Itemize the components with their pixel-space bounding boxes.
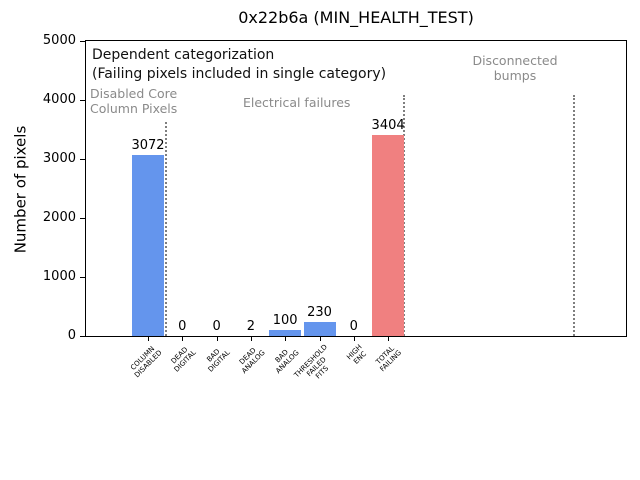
x-tick-mark-2: [216, 337, 218, 341]
separator-dotted-line-3: [573, 95, 575, 336]
annotation-disconnected-bumps: Disconnected bumps: [472, 53, 558, 83]
annotation-disabled-core-column-pixels: Disabled Core Column Pixels: [90, 86, 178, 116]
y-tick-mark-3: [80, 159, 85, 160]
y-axis-label: Number of pixels: [11, 125, 30, 254]
y-tick-label-5: 5000: [42, 33, 76, 48]
x-tick-mark-1: [182, 337, 184, 341]
annotation-failing-pixels-note: (Failing pixels included in single categ…: [92, 66, 387, 82]
x-tick-label-0: COLUMN DISABLED: [128, 344, 164, 380]
x-tick-mark-0: [148, 337, 149, 341]
bar-value-label-6: 0: [349, 319, 358, 334]
x-tick-label-5: THRESHOLD FAILED FITS: [292, 343, 331, 381]
x-tick-label-2: BAD DIGITAL: [205, 347, 232, 374]
annotation-electrical-failures: Electrical failures: [243, 95, 351, 110]
y-tick-label-1: 1000: [42, 269, 76, 284]
x-tick-label-6: HIGH ENC: [345, 343, 368, 366]
y-tick-mark-2: [80, 218, 85, 219]
y-tick-label-4: 4000: [42, 92, 76, 107]
x-tick-mark-7: [388, 337, 390, 341]
plot-area: Dependent categorization (Failing pixels…: [85, 40, 627, 337]
bar-value-label-7: 3404: [371, 118, 405, 133]
bar-value-label-1: 0: [178, 319, 187, 334]
bar-value-label-4: 100: [272, 313, 298, 328]
bar-value-label-3: 2: [246, 319, 256, 334]
y-tick-mark-5: [80, 41, 85, 42]
y-tick-label-0: 0: [67, 328, 76, 343]
y-tick-label-3: 3000: [42, 151, 76, 166]
chart-title: 0x22b6a (MIN_HEALTH_TEST): [238, 8, 474, 27]
x-tick-label-7: TOTAL FAILING: [374, 344, 404, 374]
y-tick-mark-1: [80, 277, 85, 278]
bar-0: [132, 155, 164, 336]
bar-4: [269, 330, 302, 336]
x-tick-mark-3: [250, 337, 252, 341]
x-tick-mark-6: [353, 337, 355, 341]
bar-value-label-5: 230: [307, 305, 332, 320]
bar-value-label-2: 0: [212, 319, 221, 334]
bar-value-label-0: 3072: [131, 138, 165, 153]
x-tick-mark-5: [319, 337, 321, 341]
separator-dotted-line-1: [165, 122, 167, 336]
y-tick-mark-0: [80, 336, 85, 337]
bar-5: [303, 322, 336, 336]
y-tick-label-2: 2000: [42, 210, 76, 225]
x-tick-label-3: DEAD ANALOG: [237, 346, 267, 376]
y-tick-mark-4: [80, 100, 85, 101]
x-tick-mark-4: [285, 337, 287, 341]
x-tick-label-1: DEAD DIGITAL: [169, 345, 198, 374]
annotation-dependent-categorization: Dependent categorization: [92, 47, 275, 63]
bar-7: [372, 135, 405, 336]
